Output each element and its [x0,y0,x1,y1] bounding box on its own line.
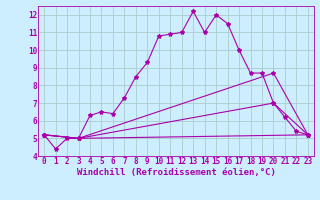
X-axis label: Windchill (Refroidissement éolien,°C): Windchill (Refroidissement éolien,°C) [76,168,276,177]
